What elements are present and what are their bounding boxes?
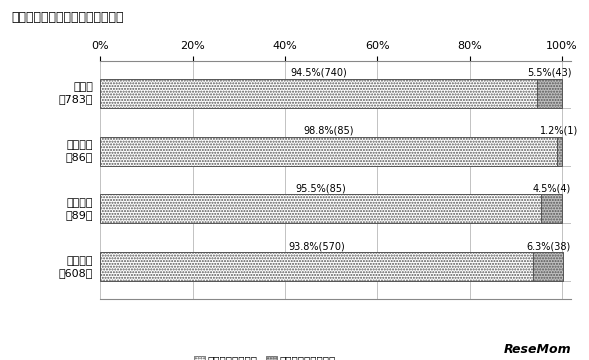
Bar [100,136,557,166]
Bar [557,136,562,166]
Text: 93.8%(570): 93.8%(570) [289,241,345,251]
Legend: 実施している大学, 実施していない大学: 実施している大学, 実施していない大学 [190,351,340,360]
Text: 95.5%(85): 95.5%(85) [295,183,346,193]
Text: 1.2%(1): 1.2%(1) [540,125,578,135]
Text: 4.5%(4): 4.5%(4) [532,183,571,193]
Text: 6.3%(38): 6.3%(38) [526,241,570,251]
Bar [100,252,534,282]
Text: 5.5%(43): 5.5%(43) [527,67,572,77]
Bar [534,252,562,282]
Text: ・情報リテラシー教育の実施割合: ・情報リテラシー教育の実施割合 [12,11,124,24]
Text: 94.5%(740): 94.5%(740) [290,67,347,77]
Bar [100,194,541,224]
Text: ReseMom: ReseMom [504,343,571,356]
Bar [541,194,562,224]
Text: 98.8%(85): 98.8%(85) [303,125,353,135]
Bar [100,78,537,108]
Bar [537,78,562,108]
